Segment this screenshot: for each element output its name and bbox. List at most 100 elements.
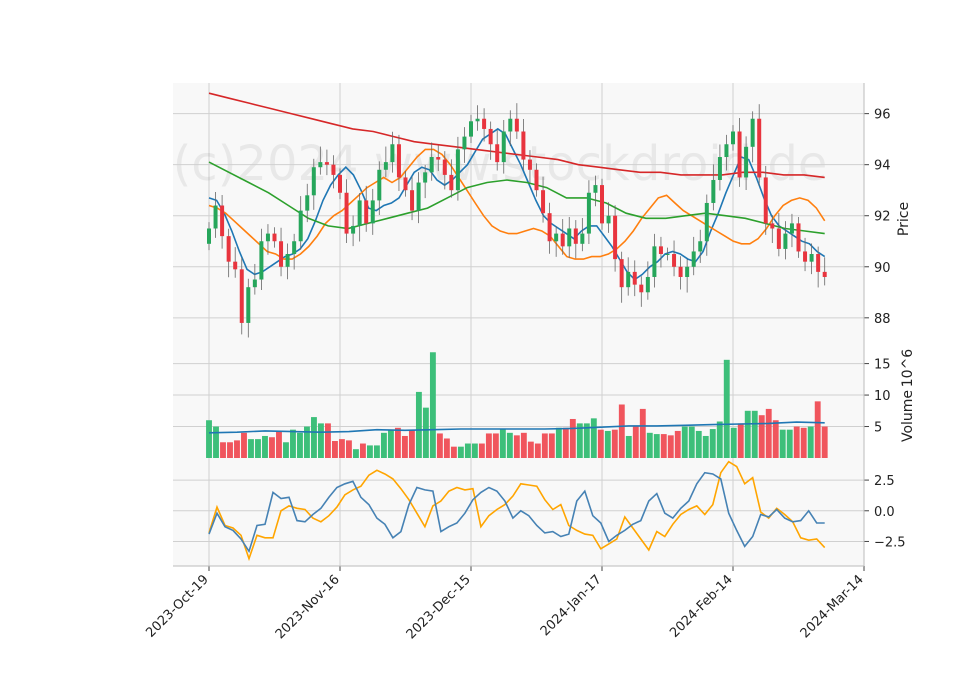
price-candle-body (351, 225, 356, 234)
volume-bar (695, 430, 702, 458)
volume-bar (758, 415, 765, 458)
price-candle-body (239, 269, 244, 323)
price-candle-body (482, 118, 487, 129)
price-candle-body (632, 271, 637, 285)
volume-bar (653, 434, 660, 458)
price-candle-body (541, 190, 546, 214)
price-candle-body (678, 266, 683, 277)
price-candle-body (724, 144, 729, 158)
price-candle-body (429, 157, 434, 173)
price-candle-body (698, 241, 703, 252)
volume-bar (576, 423, 583, 458)
price-candle-body (311, 167, 316, 196)
volume-bar (276, 430, 282, 458)
volume-bar (800, 427, 807, 458)
volume-bar (220, 442, 226, 458)
price-candle-body (338, 174, 342, 193)
price-candle-body (560, 233, 565, 247)
price-candle-body (619, 259, 624, 288)
volume-bar (688, 426, 695, 458)
volume-bar (583, 423, 590, 458)
volume-bar (604, 430, 611, 458)
price-candle-body (672, 254, 677, 267)
oscillator-y-tick-label: 2.5 (874, 474, 895, 489)
price-candle-body (272, 233, 277, 242)
price-candle-body (370, 200, 375, 224)
price-candle-body (233, 261, 238, 270)
price-candle-body (547, 213, 552, 242)
price-candle-body (645, 276, 650, 293)
volume-bar (387, 429, 394, 458)
volume-bar (499, 429, 506, 458)
volume-bar (513, 435, 520, 458)
price-candle-body (436, 157, 441, 160)
price-candle-body (554, 233, 559, 242)
price-candle-body (495, 144, 500, 163)
price-candle-body (298, 210, 303, 242)
price-candle-body (207, 228, 211, 244)
price-candle-body (816, 254, 821, 272)
volume-bar (772, 420, 779, 458)
x-tick-label: 2024-Mar-14 (798, 572, 867, 641)
price-candle-body (364, 200, 369, 224)
price-candle-body (213, 205, 218, 229)
volume-bar (555, 427, 562, 458)
volume-bar (394, 427, 401, 458)
volume-bar (779, 429, 786, 458)
price-candle-body (639, 284, 644, 293)
price-moving-average-line (208, 161, 825, 235)
volume-y-tick-label: 5 (874, 421, 882, 436)
price-candle-body (475, 118, 480, 122)
price-candle-body (226, 236, 231, 262)
volume-bar (534, 443, 541, 458)
price-candle-body (717, 157, 722, 180)
volume-bar (744, 410, 751, 458)
price-candle-body (803, 251, 808, 262)
price-candle-body (488, 128, 493, 145)
volume-bar (450, 446, 457, 458)
volume-bar (227, 442, 233, 458)
price-candle-body (508, 118, 513, 132)
oscillator-y-tick-label: −2.5 (874, 535, 906, 550)
price-candle-body (770, 223, 775, 229)
price-candle-body (455, 149, 460, 191)
volume-bar (597, 429, 604, 458)
volume-bar (590, 418, 597, 458)
price-candle-body (252, 279, 257, 288)
volume-bar (443, 438, 450, 458)
price-candle-body (501, 131, 506, 163)
volume-y-tick-label: 15 (874, 358, 891, 373)
price-candle-body (292, 241, 297, 255)
price-candle-body (586, 192, 591, 234)
price-y-tick-label: 94 (874, 159, 891, 174)
volume-bar (765, 408, 772, 458)
volume-bar (471, 443, 478, 458)
price-candle-body (776, 228, 781, 249)
price-candle-body (809, 254, 814, 262)
volume-bar (786, 429, 793, 458)
price-candle-body (344, 192, 349, 234)
price-candle-body (449, 174, 454, 191)
volume-bar (506, 432, 513, 458)
price-candle-body (822, 271, 827, 277)
price-candle-body (704, 202, 709, 242)
volume-bar (709, 429, 716, 458)
price-candle-body (750, 118, 755, 147)
price-axis-label: Price (896, 202, 912, 236)
price-candle-body (246, 287, 251, 323)
volume-scale-label: 10^6 (900, 349, 916, 388)
volume-bar (681, 426, 688, 458)
volume-bar (241, 432, 247, 458)
price-candle-body (469, 121, 473, 137)
price-candle-body (377, 169, 382, 201)
volume-bar (737, 423, 744, 458)
volume-bar (618, 404, 625, 458)
volume-bar (520, 432, 527, 458)
volume-bar (667, 435, 674, 458)
price-candle-body (593, 185, 598, 193)
price-candle-body (613, 215, 618, 260)
volume-bar (674, 430, 681, 458)
volume-bar (541, 433, 548, 458)
volume-bar (415, 391, 422, 458)
volume-bar (492, 433, 499, 458)
